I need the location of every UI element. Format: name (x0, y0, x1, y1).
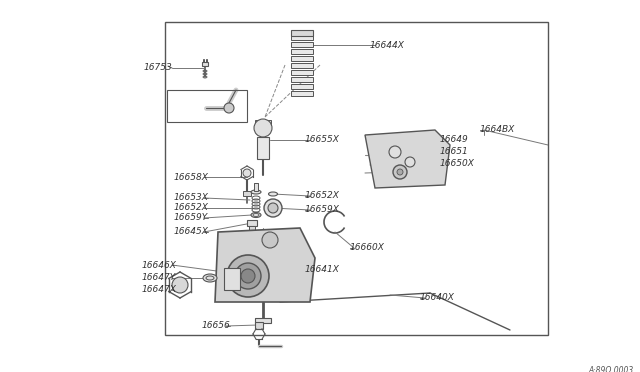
Text: 16651: 16651 (440, 148, 468, 157)
Circle shape (241, 269, 255, 283)
Text: 16644X: 16644X (370, 41, 405, 49)
Text: 16645X: 16645X (173, 228, 208, 237)
Text: 1664BX: 1664BX (480, 125, 515, 135)
Bar (291, 63, 313, 68)
Bar (291, 91, 313, 96)
Circle shape (393, 165, 407, 179)
Bar (255, 120, 271, 125)
Bar (255, 322, 263, 329)
Text: 16641X: 16641X (305, 266, 340, 275)
Ellipse shape (251, 212, 261, 218)
Bar (167, 90, 247, 122)
Ellipse shape (203, 274, 217, 282)
Circle shape (264, 199, 282, 217)
Text: 16647Y: 16647Y (141, 273, 176, 282)
Text: 16659X: 16659X (305, 205, 340, 215)
Circle shape (268, 203, 278, 213)
Bar (257, 137, 269, 159)
Text: 16653X: 16653X (173, 193, 208, 202)
Circle shape (254, 119, 272, 137)
Bar (291, 84, 313, 89)
Text: 16652X: 16652X (173, 203, 208, 212)
Bar (254, 183, 258, 191)
Polygon shape (215, 228, 315, 302)
Text: 16647X: 16647X (141, 285, 176, 295)
Bar (224, 268, 240, 290)
Ellipse shape (251, 190, 261, 194)
Circle shape (227, 255, 269, 297)
Circle shape (405, 157, 415, 167)
Bar (291, 42, 313, 47)
Circle shape (224, 103, 234, 113)
Text: 16659Y: 16659Y (173, 214, 208, 222)
Text: 16646X: 16646X (141, 260, 176, 269)
Bar (247, 220, 257, 226)
Circle shape (389, 146, 401, 158)
Circle shape (172, 277, 188, 293)
Bar (291, 30, 313, 36)
Bar (291, 56, 313, 61)
Text: 16649: 16649 (440, 135, 468, 144)
Text: 16652X: 16652X (305, 192, 340, 201)
Text: 16656: 16656 (201, 321, 230, 330)
Ellipse shape (269, 192, 278, 196)
Bar (291, 49, 313, 54)
Bar (291, 35, 313, 40)
Bar (291, 70, 313, 75)
Text: 16655X: 16655X (305, 135, 340, 144)
Bar (243, 191, 251, 196)
Text: 16658X: 16658X (173, 173, 208, 182)
Text: 16640X: 16640X (420, 294, 455, 302)
Text: A·89Q.0003: A·89Q.0003 (589, 366, 634, 372)
Bar (249, 226, 255, 230)
Polygon shape (365, 130, 450, 188)
Circle shape (235, 263, 261, 289)
Circle shape (262, 232, 278, 248)
Bar (165, 22, 548, 335)
Bar (202, 62, 208, 66)
Text: 16753: 16753 (143, 64, 172, 73)
Bar (255, 318, 271, 323)
Bar (291, 77, 313, 82)
Text: 16650X: 16650X (440, 160, 475, 169)
Text: 16660X: 16660X (350, 244, 385, 253)
Circle shape (397, 169, 403, 175)
Circle shape (243, 169, 251, 177)
